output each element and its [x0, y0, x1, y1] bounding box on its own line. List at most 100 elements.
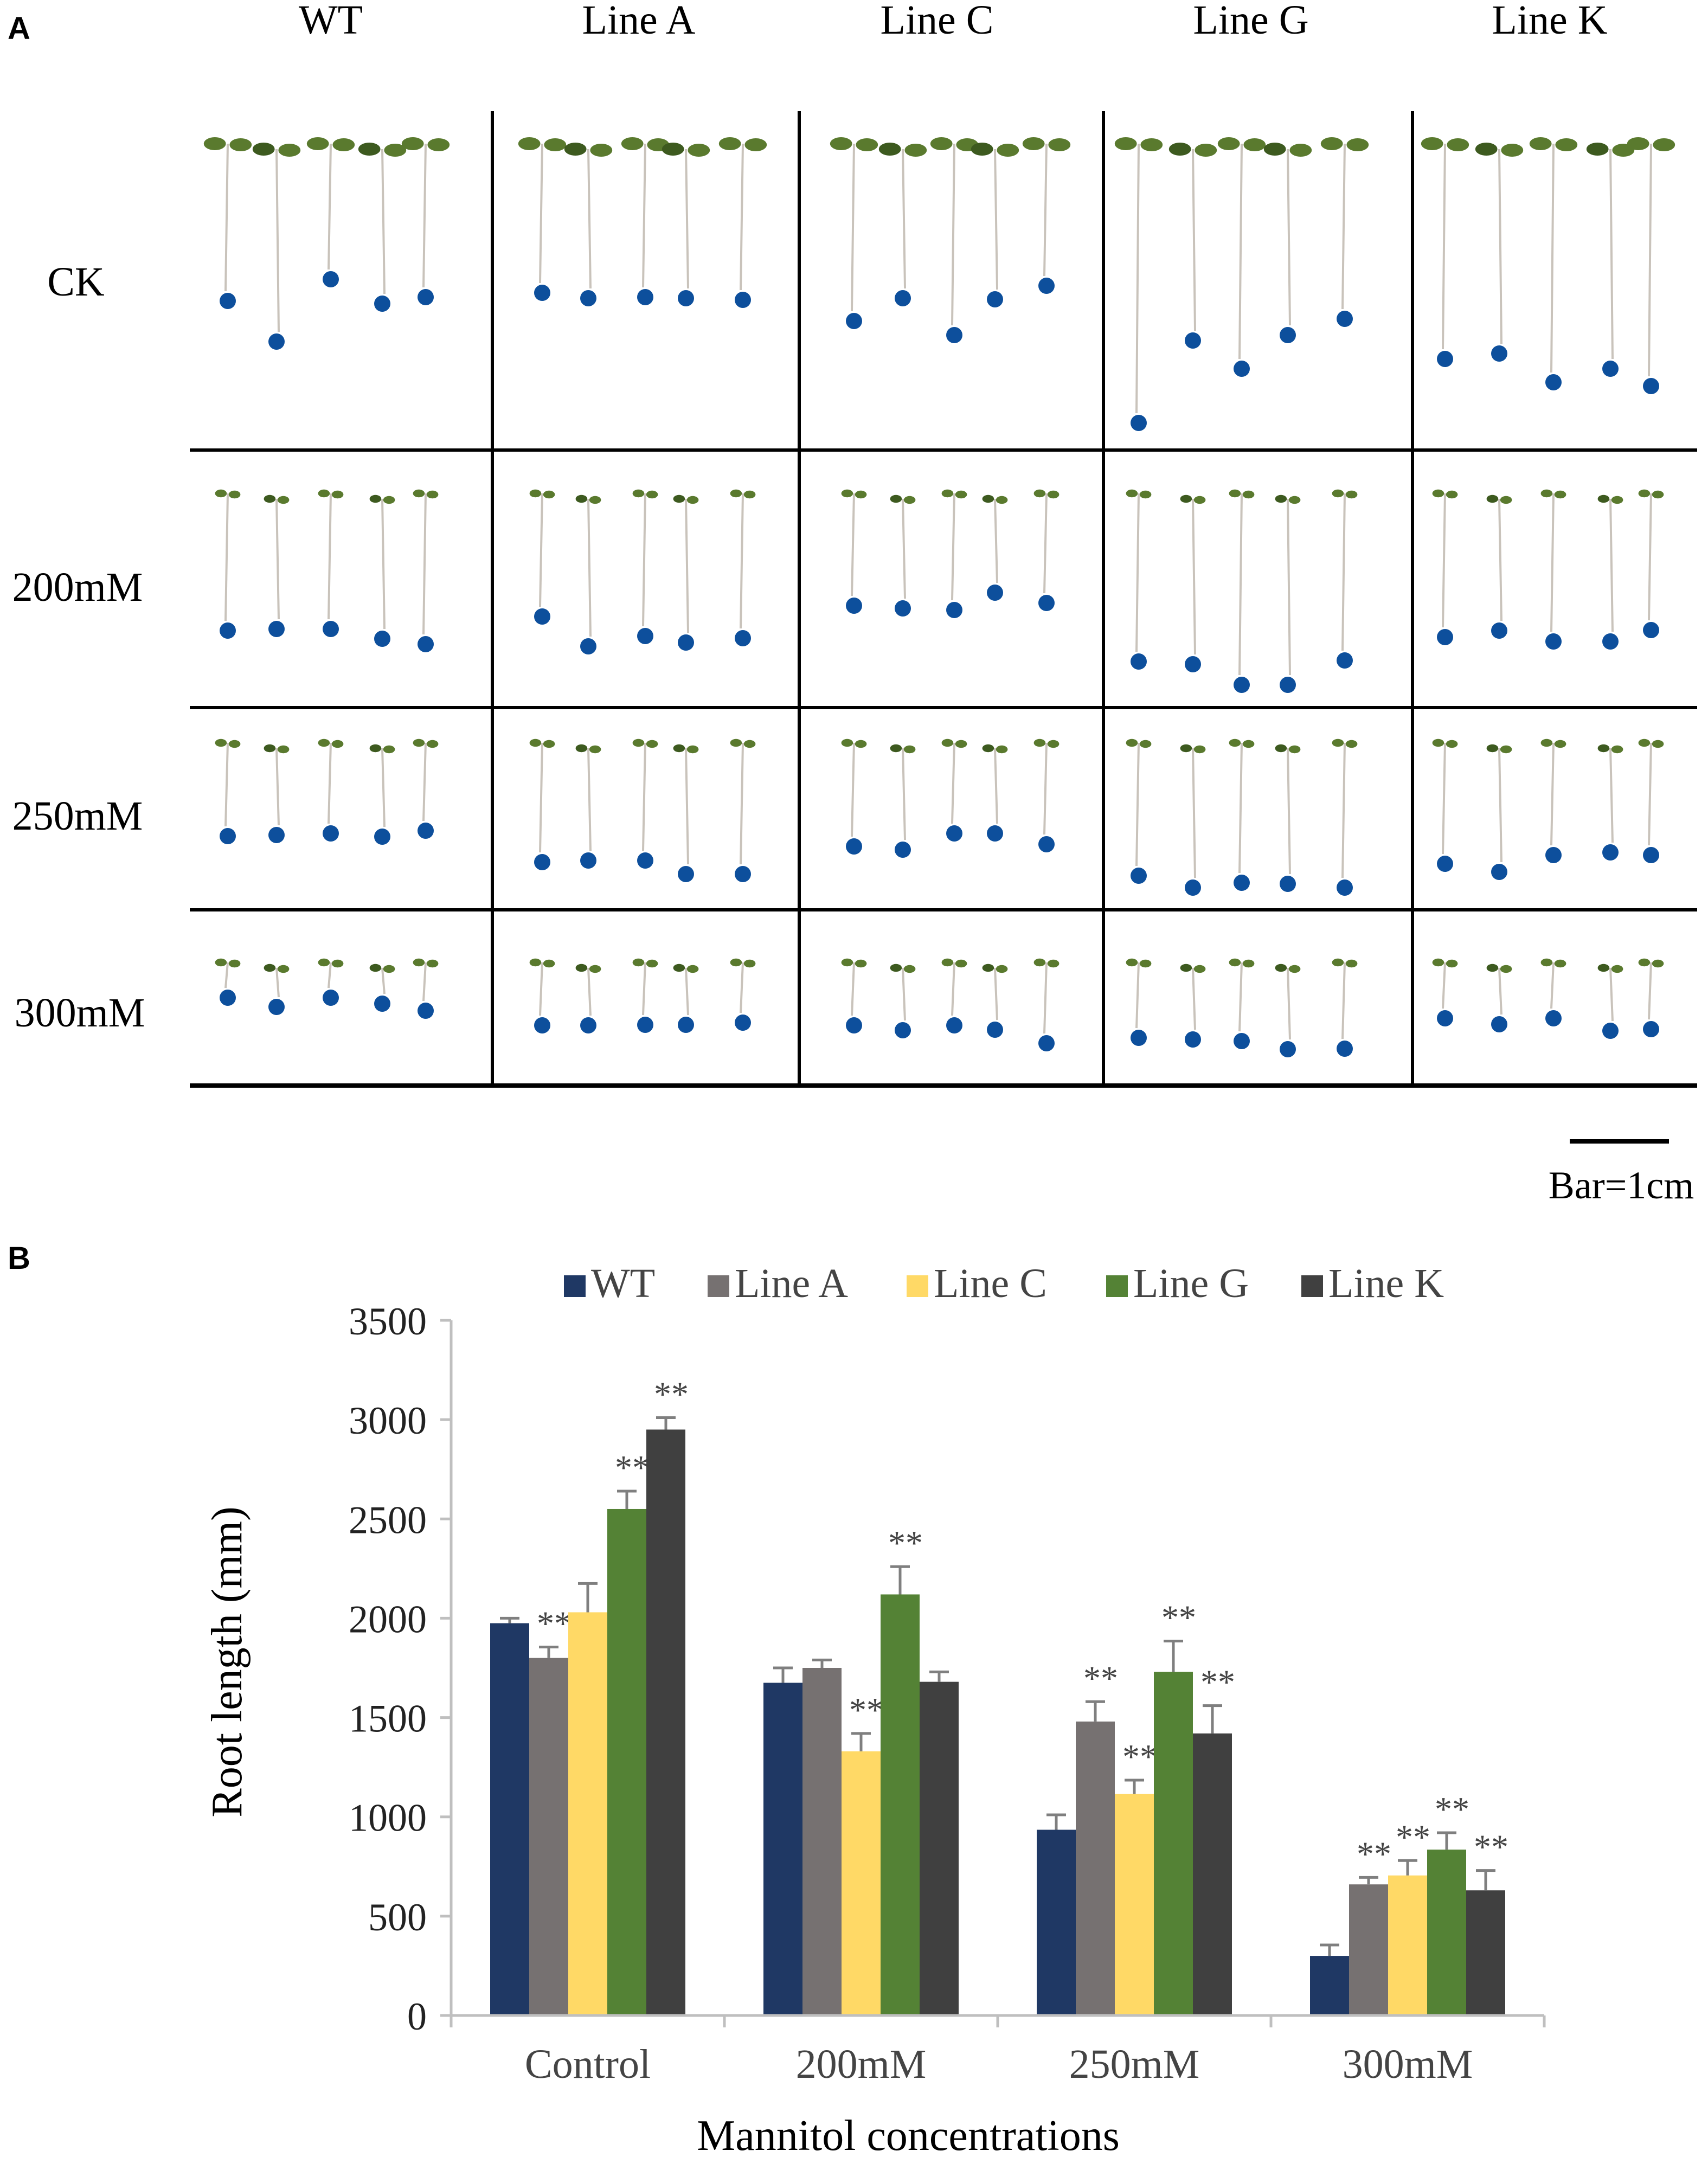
- seedling-leaf: [306, 137, 329, 150]
- seed-marker-dot: [374, 296, 390, 312]
- seedling-leaf: [1047, 959, 1060, 968]
- seedling-root: [275, 967, 280, 998]
- bar: [1193, 1733, 1232, 2015]
- seedling-leaf: [841, 489, 853, 498]
- seedling-leaf: [996, 745, 1008, 754]
- seed-marker-dot: [1337, 1041, 1353, 1057]
- seedling-root: [1341, 742, 1346, 878]
- seedling: [632, 489, 658, 644]
- seedling-leaf: [1555, 138, 1578, 151]
- seedling-leaf: [277, 496, 290, 504]
- seedling: [1432, 739, 1458, 872]
- scale-bar-label: Bar=1cm: [1549, 1164, 1694, 1207]
- seedling-leaf: [252, 143, 275, 156]
- legend-item: Line C: [907, 1261, 1047, 1306]
- seedling-root: [994, 149, 998, 290]
- seedling-leaf: [1193, 496, 1206, 504]
- seedling: [1229, 958, 1255, 1049]
- seedling-root: [1648, 493, 1652, 621]
- seed-marker-dot: [418, 636, 434, 652]
- seedling-leaf: [264, 744, 276, 753]
- seedling-leaf: [941, 739, 954, 747]
- seedling-root: [902, 149, 906, 289]
- seedling: [1320, 137, 1369, 327]
- seedling-root: [422, 962, 427, 1001]
- seedling: [401, 137, 450, 305]
- seedling-root: [1442, 493, 1446, 628]
- seedling-leaf: [1554, 959, 1566, 968]
- seedling-root: [1238, 962, 1243, 1032]
- seedling-root: [685, 498, 689, 633]
- column-header-wt: WT: [299, 0, 363, 43]
- seed-marker-dot: [1038, 595, 1055, 611]
- seedling-root: [224, 742, 229, 827]
- seedling-leaf: [1638, 958, 1651, 967]
- seedling-leaf: [1638, 489, 1651, 498]
- seedling-leaf: [228, 959, 241, 968]
- seedling-leaf: [662, 143, 684, 156]
- seedling: [930, 137, 979, 343]
- seedling: [1275, 964, 1301, 1057]
- seedling-root: [851, 143, 855, 312]
- bar: [529, 1658, 568, 2015]
- seedling: [264, 744, 290, 843]
- bar: [1349, 1884, 1388, 2015]
- seedling-root: [1287, 748, 1291, 875]
- seedling: [982, 495, 1008, 601]
- seedling-root: [1287, 967, 1291, 1040]
- seedling-root: [328, 493, 332, 620]
- bar: [607, 1508, 646, 2015]
- seedling-leaf: [878, 143, 901, 156]
- seedling-leaf: [529, 739, 542, 747]
- seedling-root: [851, 493, 855, 596]
- seedling: [1638, 958, 1664, 1037]
- seed-marker-dot: [1643, 378, 1659, 394]
- seedling-leaf: [855, 959, 867, 968]
- x-axis: Control 200mM 250mM 300mM: [450, 2014, 1546, 2087]
- seedling-root: [1498, 149, 1502, 344]
- seedling-root: [224, 493, 229, 621]
- seedling-root: [275, 748, 280, 826]
- seedling-leaf: [1033, 489, 1046, 498]
- seed-marker-dot: [1602, 633, 1619, 650]
- bar: [920, 1681, 959, 2015]
- seedling-leaf: [971, 143, 993, 156]
- seedling-leaf: [632, 958, 645, 967]
- seedling-leaf: [1126, 739, 1138, 747]
- significance-marker: **: [849, 1691, 884, 1729]
- legend-swatch: [1106, 1275, 1128, 1297]
- legend-swatch: [907, 1275, 928, 1297]
- seed-marker-dot: [1491, 345, 1507, 362]
- seedling-leaf: [903, 745, 916, 754]
- legend-item: WT: [564, 1261, 655, 1306]
- seedling-root: [1341, 493, 1346, 651]
- seedling: [1022, 137, 1071, 294]
- seedling-leaf: [1168, 143, 1191, 156]
- seedling-leaf: [1033, 958, 1046, 967]
- seedling-leaf: [1180, 744, 1192, 753]
- seedling-leaf: [890, 964, 902, 972]
- seedling-leaf: [278, 144, 301, 157]
- seedling-leaf: [941, 958, 954, 967]
- seedling-leaf: [369, 495, 382, 503]
- row-header-ck: CK: [47, 259, 105, 305]
- seedling: [413, 958, 439, 1019]
- seedling: [830, 137, 878, 329]
- seedling-leaf: [518, 137, 541, 150]
- seedling-leaf: [543, 490, 555, 499]
- seedling-leaf: [1446, 740, 1458, 748]
- y-axis-label: Root length (mm): [203, 1506, 251, 1817]
- seed-marker-dot: [220, 293, 236, 309]
- seedling-root: [1442, 742, 1446, 855]
- seedling: [841, 739, 867, 855]
- panel-b-bar-chart: B WT Line A Line C Line G Line K 0 500 1000 150…: [8, 1241, 1546, 2160]
- seedling-leaf: [1275, 744, 1287, 753]
- seedling-leaf: [215, 958, 227, 967]
- seedling-leaf: [383, 965, 395, 973]
- seed-marker-dot: [580, 852, 596, 869]
- seedling: [941, 489, 967, 618]
- seed-marker-dot: [1038, 836, 1055, 852]
- seedling-leaf: [1446, 490, 1458, 499]
- bar: [1115, 1794, 1154, 2015]
